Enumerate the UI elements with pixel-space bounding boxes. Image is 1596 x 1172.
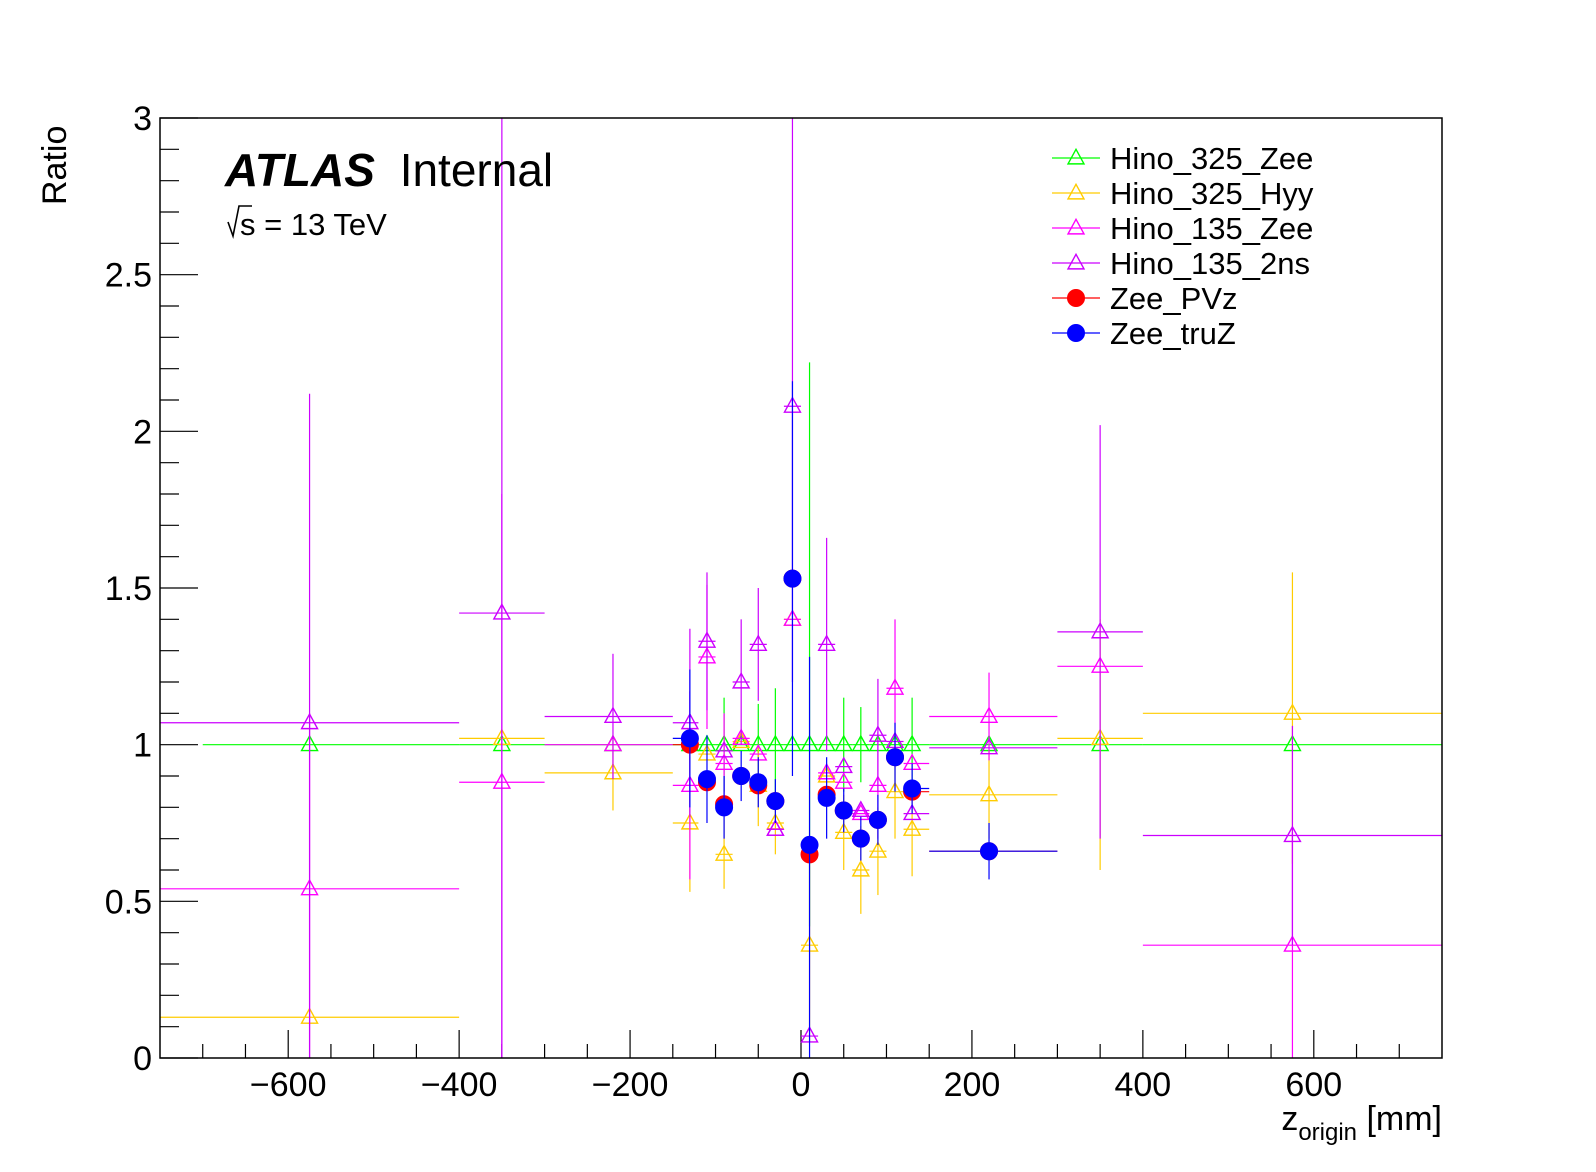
marker-point (868, 810, 887, 829)
marker-point (868, 841, 888, 858)
marker-point (731, 671, 751, 689)
marker-point (979, 706, 999, 724)
energy-label: s = 13 TeV (227, 205, 387, 242)
marker-point (834, 734, 853, 752)
marker-point (885, 678, 905, 695)
marker-point (800, 835, 819, 854)
marker-point (885, 781, 905, 799)
x-tick-label: 600 (1285, 1066, 1342, 1104)
marker-point (766, 819, 785, 836)
marker-point (1283, 825, 1302, 843)
marker-point (766, 734, 785, 752)
marker-point (886, 748, 905, 767)
marker-point (732, 767, 751, 785)
marker-point (1283, 935, 1302, 952)
legend-label: Zee_truZ (1110, 316, 1236, 351)
marker-point (1066, 147, 1086, 165)
marker-point (749, 773, 768, 792)
legend-label: Hino_135_2ns (1110, 246, 1310, 281)
x-tick-label: −400 (421, 1066, 498, 1104)
marker-point (834, 756, 853, 774)
marker-point (1066, 182, 1086, 200)
y-tick-label: 0.5 (105, 883, 152, 921)
legend-entry: Hino_135_2ns (1052, 246, 1310, 281)
x-tick-label: −200 (592, 1066, 669, 1104)
series-zee_truz (672, 381, 1058, 1058)
y-tick-label: 1.5 (105, 570, 152, 608)
marker-point (834, 801, 853, 820)
series-hino_135_2ns (160, 118, 1442, 1058)
y-tick-label: 2 (133, 413, 152, 451)
atlas-label: ATLAS Internal (224, 144, 553, 196)
y-tick-label: 2.5 (105, 257, 152, 295)
marker-point (714, 740, 734, 758)
marker-point (817, 788, 836, 807)
x-tick-label: 400 (1114, 1066, 1171, 1104)
marker-point (851, 829, 870, 848)
marker-point (1067, 324, 1085, 342)
legend-label: Hino_135_Zee (1110, 211, 1313, 246)
marker-point (1067, 289, 1085, 307)
marker-point (903, 779, 922, 798)
marker-point (603, 706, 623, 724)
marker-point (766, 792, 785, 811)
marker-point (697, 770, 716, 789)
marker-point (834, 772, 853, 789)
legend-label: Zee_PVz (1110, 281, 1238, 316)
legend-entry: Hino_325_Zee (1052, 141, 1313, 176)
marker-point (697, 631, 717, 648)
y-axis-title: Ratio (36, 126, 74, 205)
marker-point (731, 734, 751, 752)
y-tick-label: 0 (133, 1040, 152, 1078)
marker-point (817, 634, 836, 651)
x-axis-title: zorigin [mm] (1281, 1100, 1442, 1146)
plot-frame (159, 117, 1443, 1059)
legend: Hino_325_ZeeHino_325_HyyHino_135_ZeeHino… (1052, 141, 1314, 351)
legend-entry: Hino_135_Zee (1052, 211, 1313, 246)
legend-entry: Zee_PVz (1052, 281, 1238, 316)
marker-point (749, 634, 768, 651)
legend-entry: Hino_325_Hyy (1052, 176, 1314, 211)
marker-point (902, 734, 922, 752)
marker-point (1066, 252, 1086, 270)
marker-point (868, 725, 888, 742)
marker-point (980, 842, 999, 861)
marker-point (902, 819, 922, 836)
marker-point (851, 859, 871, 877)
marker-point (851, 734, 871, 752)
marker-point (731, 731, 751, 749)
marker-point (979, 737, 999, 755)
marker-point (979, 784, 999, 802)
marker-point (714, 844, 734, 861)
y-tick-label: 3 (133, 100, 152, 138)
marker-point (300, 712, 319, 730)
marker-point (783, 569, 802, 588)
data-points (160, 118, 1442, 1058)
marker-point (714, 753, 734, 771)
marker-point (834, 822, 853, 839)
x-tick-label: −600 (250, 1066, 327, 1104)
tick-labels: −600 −400 −200 0 200 400 600 0 0.5 1 1.5 2 2.5 3 (105, 100, 1342, 1104)
y-tick-label: 1 (133, 727, 152, 765)
energy-text: s = 13 TeV (240, 207, 387, 242)
x-tick-label: 200 (944, 1066, 1001, 1104)
marker-point (715, 798, 734, 817)
marker-point (492, 602, 512, 620)
legend-label: Hino_325_Zee (1110, 141, 1313, 176)
marker-point (1090, 621, 1110, 639)
marker-point (680, 729, 699, 748)
marker-point (1283, 703, 1302, 720)
sqrt-icon (227, 205, 252, 239)
legend-entry: Zee_truZ (1052, 316, 1236, 351)
marker-point (851, 800, 871, 818)
x-tick-label: 0 (792, 1066, 811, 1104)
marker-point (1066, 217, 1086, 235)
legend-label: Hino_325_Hyy (1110, 176, 1314, 211)
marker-point (902, 803, 922, 821)
axis-ticks (160, 117, 1400, 1059)
